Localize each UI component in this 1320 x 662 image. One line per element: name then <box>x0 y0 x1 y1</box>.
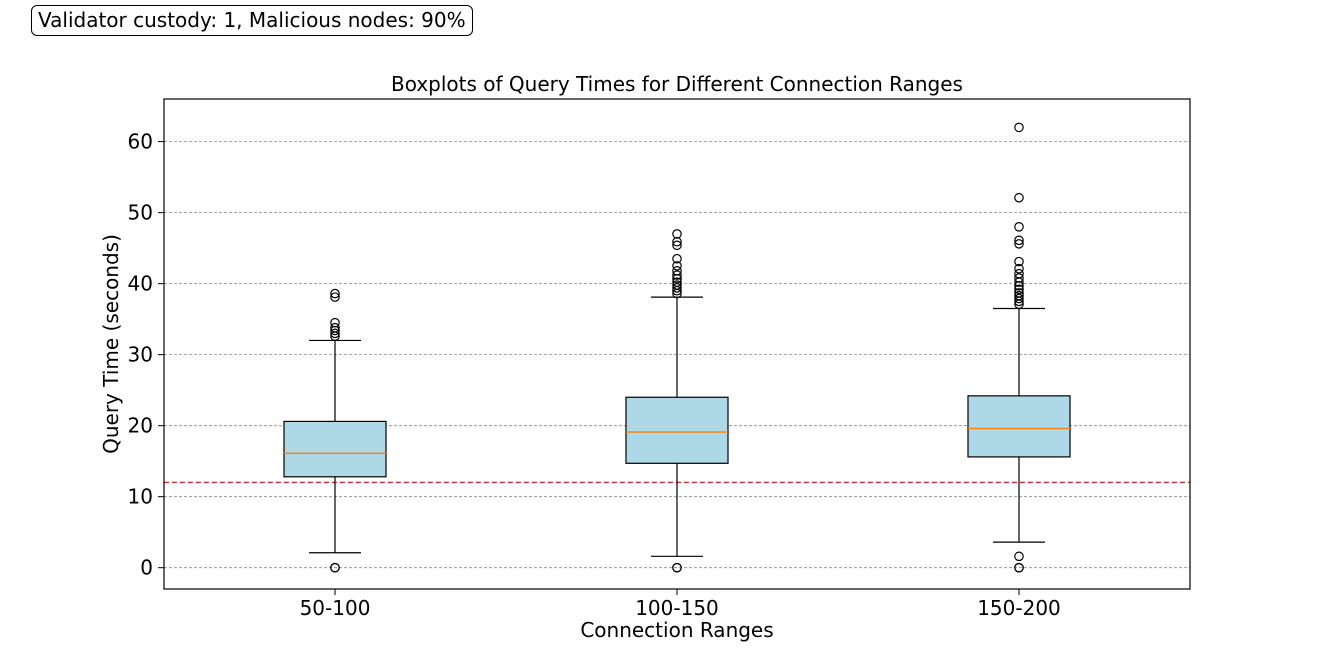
outlier-point <box>330 562 340 573</box>
outlier-point <box>672 253 682 264</box>
outlier-point <box>330 317 340 328</box>
outlier-point <box>1014 222 1024 232</box>
y-tick-label: 50 <box>128 201 153 225</box>
outlier-point <box>1014 268 1024 279</box>
y-tick-label: 0 <box>140 556 153 580</box>
outlier-point <box>672 562 682 573</box>
y-tick-label: 20 <box>128 414 153 438</box>
outlier-point <box>330 322 340 333</box>
iqr-box <box>625 396 729 464</box>
y-tick-label: 40 <box>128 272 153 296</box>
outlier-point <box>330 292 340 302</box>
y-axis-label: Query Time (seconds) <box>99 234 123 454</box>
outlier-point <box>1014 290 1024 301</box>
outlier-point <box>1014 239 1024 249</box>
outlier-point <box>330 288 340 299</box>
outlier-point <box>1014 273 1024 283</box>
y-tick-label: 30 <box>128 343 153 367</box>
y-tick-label: 10 <box>128 485 153 509</box>
outlier-point <box>1014 192 1024 203</box>
outlier-point <box>1014 122 1024 133</box>
box-100-150 <box>625 229 729 573</box>
outlier-point <box>1014 562 1024 573</box>
outlier-point <box>1014 551 1024 562</box>
outlier-point <box>672 270 682 280</box>
outlier-point <box>1014 293 1024 304</box>
iqr-box <box>967 395 1071 458</box>
outlier-point <box>672 266 682 276</box>
boxes-layer <box>283 122 1071 573</box>
outlier-point <box>672 229 682 239</box>
box-150-200 <box>967 122 1071 573</box>
chart-title: Boxplots of Query Times for Different Co… <box>391 72 963 96</box>
annotation-box: Validator custody: 1, Malicious nodes: 9… <box>31 5 473 36</box>
outlier-point <box>1014 284 1024 295</box>
outlier-point <box>672 277 682 288</box>
outlier-point <box>1014 235 1024 246</box>
x-tick-label: 100-150 <box>635 596 719 620</box>
outlier-point <box>1014 263 1024 274</box>
y-tick-label: 60 <box>128 130 153 154</box>
outlier-point <box>330 328 340 339</box>
outlier-point <box>1014 256 1024 267</box>
x-axis-label: Connection Ranges <box>580 618 773 642</box>
outlier-point <box>672 240 682 251</box>
outlier-point <box>672 261 682 271</box>
outlier-point <box>672 283 682 293</box>
x-tick-label: 50-100 <box>300 596 371 620</box>
x-tick-label: 150-200 <box>977 596 1061 620</box>
outlier-point <box>1014 288 1024 298</box>
iqr-box <box>283 420 387 478</box>
axes-layer: 0 10 20 30 40 50 60 50-100 100-150 150-200 <box>128 130 1061 620</box>
box-50-100 <box>283 288 387 573</box>
outlier-point <box>672 280 682 290</box>
